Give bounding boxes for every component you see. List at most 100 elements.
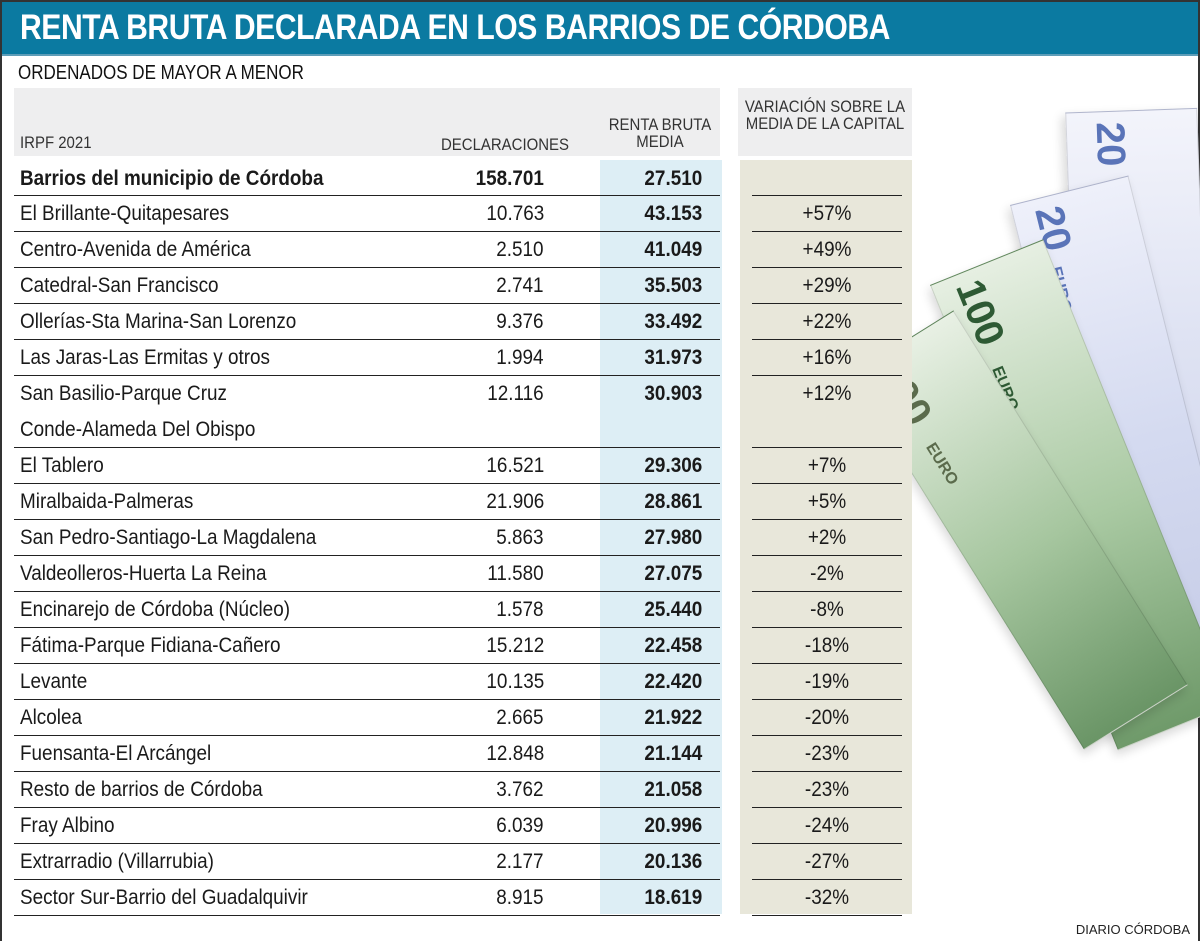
cell-name: Fátima-Parque Fidiana-Cañero (20, 634, 281, 657)
cell-declaraciones: 15.212 (486, 634, 544, 657)
cell-name: Ollerías-Sta Marina-San Lorenzo (20, 310, 297, 333)
col-header-declaraciones: DECLARACIONES (440, 135, 570, 154)
cell-variacion: +49% (802, 238, 852, 261)
cell-declaraciones: 158.701 (475, 167, 544, 190)
cell-renta: 43.153 (644, 202, 702, 225)
row-divider (752, 806, 902, 808)
row-divider (14, 698, 720, 700)
renta-column-bg (600, 160, 722, 914)
cell-name: Miralbaida-Palmeras (20, 490, 194, 513)
row-divider (14, 374, 720, 376)
cell-name: Resto de barrios de Córdoba (20, 778, 263, 801)
row-divider (14, 554, 720, 556)
cell-name: Las Jaras-Las Ermitas y otros (20, 346, 270, 369)
cell-declaraciones: 6.039 (496, 814, 544, 837)
table-row: Fátima-Parque Fidiana-Cañero 15.212 22.458… (0, 628, 920, 664)
cell-declaraciones: 10.763 (486, 202, 544, 225)
cell-declaraciones: 5.863 (496, 526, 544, 549)
table-row: Extrarradio (Villarrubia) 2.177 20.136 -27% (0, 844, 920, 880)
row-divider (752, 266, 902, 268)
row-divider (752, 626, 902, 628)
cell-variacion: -20% (804, 706, 850, 729)
cell-name: Extrarradio (Villarrubia) (20, 850, 214, 873)
title: RENTA BRUTA DECLARADA EN LOS BARRIOS DE … (20, 8, 890, 47)
row-divider (14, 878, 720, 880)
cell-declaraciones: 21.906 (486, 490, 544, 513)
row-divider (14, 734, 720, 736)
table-row: San Pedro-Santiago-La Magdalena 5.863 27.9… (0, 520, 920, 556)
cell-renta: 27.980 (644, 526, 702, 549)
cell-renta: 20.136 (644, 850, 702, 873)
table-row: El Tablero 16.521 29.306 +7% (0, 448, 920, 484)
cell-declaraciones: 12.116 (487, 382, 544, 405)
cell-variacion: +22% (802, 310, 852, 333)
row-divider (14, 518, 720, 520)
cell-variacion: +57% (802, 202, 852, 225)
cell-variacion: -2% (810, 562, 844, 585)
cell-declaraciones: 2.177 (496, 850, 544, 873)
variation-column-bg (740, 160, 912, 914)
banknote-value: 20 (1087, 121, 1134, 168)
row-divider (14, 302, 720, 304)
banknote-word: EURO (922, 439, 962, 489)
col-header-irpf: IRPF 2021 (20, 133, 92, 152)
row-divider (752, 770, 902, 772)
cell-renta: 35.503 (644, 274, 702, 297)
row-divider (752, 842, 902, 844)
cell-variacion: -23% (804, 742, 850, 765)
row-divider (14, 338, 720, 340)
table-row: Centro-Avenida de América 2.510 41.049 +49% (0, 232, 920, 268)
row-divider (14, 590, 720, 592)
table-row: Encinarejo de Córdoba (Núcleo) 1.578 25.44… (0, 592, 920, 628)
header-band (14, 88, 720, 156)
cell-variacion: +2% (807, 526, 847, 549)
cell-name: El Tablero (20, 454, 104, 477)
cell-renta: 27.510 (644, 167, 702, 190)
cell-variacion: -27% (804, 850, 850, 873)
cell-name: Alcolea (20, 706, 83, 729)
row-divider (14, 914, 720, 916)
cell-declaraciones: 2.665 (496, 706, 544, 729)
row-divider (752, 518, 902, 520)
col-header-renta: RENTA BRUTA MEDIA (608, 115, 712, 151)
table-row: Resto de barrios de Córdoba 3.762 21.058 -2… (0, 772, 920, 808)
row-divider (752, 302, 902, 304)
cell-declaraciones: 8.915 (496, 886, 544, 909)
cell-name: El Brillante-Quitapesares (20, 202, 230, 225)
row-divider (14, 842, 720, 844)
row-divider (752, 446, 902, 448)
row-divider (14, 662, 720, 664)
cell-renta: 31.973 (644, 346, 702, 369)
cell-variacion: +12% (802, 382, 852, 405)
cell-renta: 22.420 (644, 670, 702, 693)
cell-renta: 21.922 (644, 706, 702, 729)
cell-renta: 41.049 (644, 238, 702, 261)
table-row: Fray Albino 6.039 20.996 -24% (0, 808, 920, 844)
cell-name: Sector Sur-Barrio del Guadalquivir (20, 886, 308, 909)
table-row: San Basilio-Parque Cruz Conde-Alameda De… (0, 376, 920, 448)
row-divider (14, 806, 720, 808)
cell-name: Catedral-San Francisco (20, 274, 219, 297)
cell-variacion: +16% (802, 346, 852, 369)
cell-variacion: -23% (804, 778, 850, 801)
row-divider (14, 446, 720, 448)
cell-name: Fuensanta-El Arcángel (20, 742, 212, 765)
cell-variacion: -32% (804, 886, 850, 909)
row-divider (752, 590, 902, 592)
cell-renta: 28.861 (644, 490, 702, 513)
cell-declaraciones: 2.741 (496, 274, 544, 297)
cell-renta: 33.492 (644, 310, 702, 333)
cell-variacion: +5% (807, 490, 847, 513)
row-divider (752, 662, 902, 664)
cell-renta: 27.075 (644, 562, 702, 585)
cell-renta: 21.144 (644, 742, 702, 765)
header-band-variation (738, 88, 912, 156)
cell-declaraciones: 10.135 (486, 670, 544, 693)
cell-renta: 22.458 (644, 634, 702, 657)
row-divider (752, 194, 902, 196)
row-divider (752, 914, 902, 916)
cell-name: Centro-Avenida de América (20, 238, 251, 261)
cell-variacion: +29% (802, 274, 852, 297)
cell-renta: 25.440 (644, 598, 702, 621)
cell-variacion: -19% (804, 670, 850, 693)
